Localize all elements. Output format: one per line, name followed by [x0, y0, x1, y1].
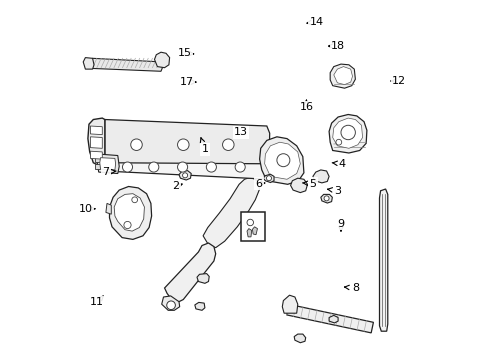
Polygon shape	[90, 126, 102, 135]
Polygon shape	[282, 295, 297, 313]
Polygon shape	[264, 142, 300, 179]
Text: 11: 11	[90, 296, 103, 307]
Text: 4: 4	[331, 159, 346, 169]
Polygon shape	[259, 137, 303, 184]
Polygon shape	[162, 296, 179, 310]
Polygon shape	[88, 118, 104, 167]
Text: 13: 13	[233, 127, 247, 138]
Text: 17: 17	[180, 77, 195, 87]
Polygon shape	[197, 274, 209, 283]
Circle shape	[222, 139, 234, 150]
Polygon shape	[109, 186, 151, 239]
Polygon shape	[312, 170, 328, 183]
Polygon shape	[164, 243, 215, 302]
Polygon shape	[328, 114, 366, 153]
Circle shape	[246, 219, 253, 226]
Text: 3: 3	[327, 186, 341, 196]
Circle shape	[206, 162, 216, 172]
Polygon shape	[154, 52, 169, 68]
Polygon shape	[333, 67, 352, 85]
Circle shape	[197, 304, 202, 309]
Polygon shape	[263, 174, 273, 183]
Polygon shape	[90, 58, 162, 71]
Polygon shape	[83, 58, 94, 69]
Circle shape	[148, 162, 159, 172]
Text: 7: 7	[102, 167, 116, 177]
Polygon shape	[114, 194, 144, 231]
Bar	[241, 212, 265, 241]
Circle shape	[177, 162, 187, 172]
Polygon shape	[290, 178, 307, 193]
Polygon shape	[328, 315, 337, 323]
Text: 14: 14	[306, 17, 323, 27]
Polygon shape	[95, 164, 100, 169]
Polygon shape	[320, 194, 332, 203]
Polygon shape	[103, 156, 269, 179]
Text: 10: 10	[79, 204, 95, 214]
Polygon shape	[90, 137, 102, 148]
Polygon shape	[95, 157, 100, 162]
Circle shape	[177, 139, 189, 150]
Circle shape	[123, 221, 131, 229]
Polygon shape	[252, 227, 257, 235]
Circle shape	[340, 125, 355, 140]
Text: 5: 5	[302, 179, 316, 189]
Polygon shape	[179, 171, 191, 180]
Text: 1: 1	[200, 138, 208, 154]
Text: 15: 15	[178, 48, 193, 58]
Circle shape	[330, 317, 335, 321]
Polygon shape	[100, 120, 104, 171]
Polygon shape	[100, 158, 115, 170]
Polygon shape	[246, 229, 251, 237]
Circle shape	[235, 162, 244, 172]
Polygon shape	[106, 203, 111, 214]
Polygon shape	[97, 154, 119, 174]
Text: 18: 18	[328, 41, 345, 51]
Circle shape	[132, 197, 137, 203]
Text: 9: 9	[337, 219, 344, 231]
Text: 6: 6	[255, 179, 264, 189]
Text: 8: 8	[344, 283, 358, 293]
Polygon shape	[379, 189, 387, 331]
Circle shape	[166, 301, 175, 310]
Polygon shape	[194, 302, 204, 310]
Polygon shape	[90, 151, 102, 159]
Polygon shape	[203, 177, 259, 248]
Polygon shape	[332, 118, 362, 148]
Circle shape	[122, 162, 132, 172]
Polygon shape	[294, 334, 305, 343]
Text: 2: 2	[172, 181, 182, 192]
Text: 12: 12	[390, 76, 406, 86]
Polygon shape	[102, 120, 269, 164]
Circle shape	[335, 139, 341, 145]
Text: 16: 16	[299, 100, 313, 112]
Polygon shape	[329, 64, 355, 88]
Circle shape	[324, 196, 328, 201]
Polygon shape	[286, 304, 373, 333]
Circle shape	[266, 176, 271, 181]
Circle shape	[296, 336, 302, 341]
Circle shape	[130, 139, 142, 150]
Circle shape	[276, 154, 289, 167]
Circle shape	[182, 173, 187, 178]
